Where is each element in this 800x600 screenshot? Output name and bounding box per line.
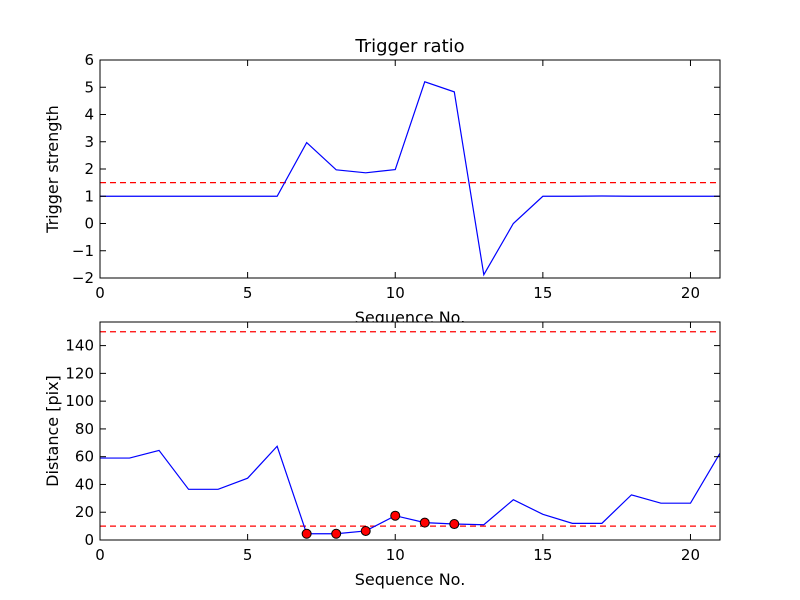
x-tick-label: 0: [95, 284, 105, 302]
x-tick-label: 15: [533, 284, 552, 302]
y-tick-label: 100: [65, 392, 94, 410]
y-tick-label: 40: [75, 475, 94, 493]
data-marker: [301, 528, 312, 539]
y-tick-label: 120: [65, 364, 94, 382]
y-tick-label: 3: [84, 133, 94, 151]
y-tick-label: −1: [72, 242, 94, 260]
plot-area: [100, 60, 720, 278]
y-tick-label: 1: [84, 187, 94, 205]
plot-area: [100, 322, 720, 540]
x-tick-label: 15: [533, 546, 552, 564]
x-tick-label: 20: [681, 284, 700, 302]
y-tick-label: 80: [75, 420, 94, 438]
y-axis-label: Distance [pix]: [43, 375, 62, 487]
y-tick-label: 140: [65, 337, 94, 355]
data-marker: [449, 519, 460, 530]
data-marker: [331, 528, 342, 539]
x-tick-label: 20: [681, 546, 700, 564]
x-tick-label: 5: [243, 546, 253, 564]
x-tick-label: 10: [386, 284, 405, 302]
x-tick-label: 0: [95, 546, 105, 564]
data-marker: [390, 510, 401, 521]
y-tick-label: 4: [84, 106, 94, 124]
y-axis-label: Trigger strength: [43, 105, 62, 234]
y-tick-label: −2: [72, 269, 94, 287]
y-tick-label: 0: [84, 531, 94, 549]
x-tick-label: 5: [243, 284, 253, 302]
data-marker: [419, 517, 430, 528]
y-tick-label: 5: [84, 78, 94, 96]
x-axis-label: Sequence No.: [355, 570, 466, 589]
x-tick-label: 10: [386, 546, 405, 564]
series-line: [100, 81, 720, 277]
y-tick-label: 20: [75, 503, 94, 521]
y-tick-label: 60: [75, 448, 94, 466]
chart-title: Trigger ratio: [354, 36, 464, 57]
series-line: [100, 445, 721, 535]
data-marker: [360, 525, 371, 536]
y-tick-label: 2: [84, 160, 94, 178]
y-tick-label: 6: [84, 51, 94, 69]
axes-frame: [99, 321, 721, 541]
y-tick-label: 0: [84, 215, 94, 233]
distance-panel: 0 5 10 15 20 0 20 40 60 80 100 120 140 Sequence No. Di…: [43, 321, 721, 589]
